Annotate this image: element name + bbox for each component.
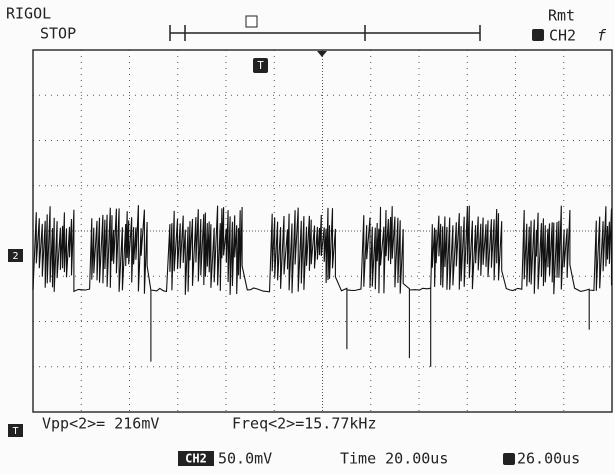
- timebase: Time 20.00us: [340, 450, 448, 468]
- trigger-level-box: [8, 424, 23, 437]
- trigger-offset: 26.00us: [517, 450, 580, 468]
- volts-per-div: 50.0mV: [218, 450, 272, 468]
- offset-icon: [503, 453, 515, 465]
- channel-badge: [178, 451, 214, 466]
- channel-marker: 2: [12, 251, 18, 262]
- trigger-marker-box: [253, 58, 268, 73]
- trigger-position-arrow: [317, 51, 327, 57]
- waveform: [32, 205, 613, 367]
- memory-bar: [169, 25, 481, 41]
- vpp-measurement: Vpp<2>= 216mV: [42, 415, 159, 433]
- trigger-marker: T: [257, 59, 264, 72]
- run-status: STOP: [40, 25, 76, 43]
- trigger-icon: [532, 29, 544, 41]
- window-marker: [245, 15, 258, 28]
- trigger-level-marker: T: [12, 426, 18, 437]
- brand: RIGOL: [6, 5, 51, 23]
- trigger-edge: f: [597, 27, 607, 45]
- freq-measurement: Freq<2>=15.77kHz: [232, 415, 377, 433]
- footer-channel: CH2: [185, 452, 207, 466]
- remote-indicator: Rmt: [548, 7, 575, 25]
- trace: [32, 205, 613, 367]
- trigger-source: CH2: [549, 27, 576, 45]
- channel-marker-box: [8, 249, 23, 262]
